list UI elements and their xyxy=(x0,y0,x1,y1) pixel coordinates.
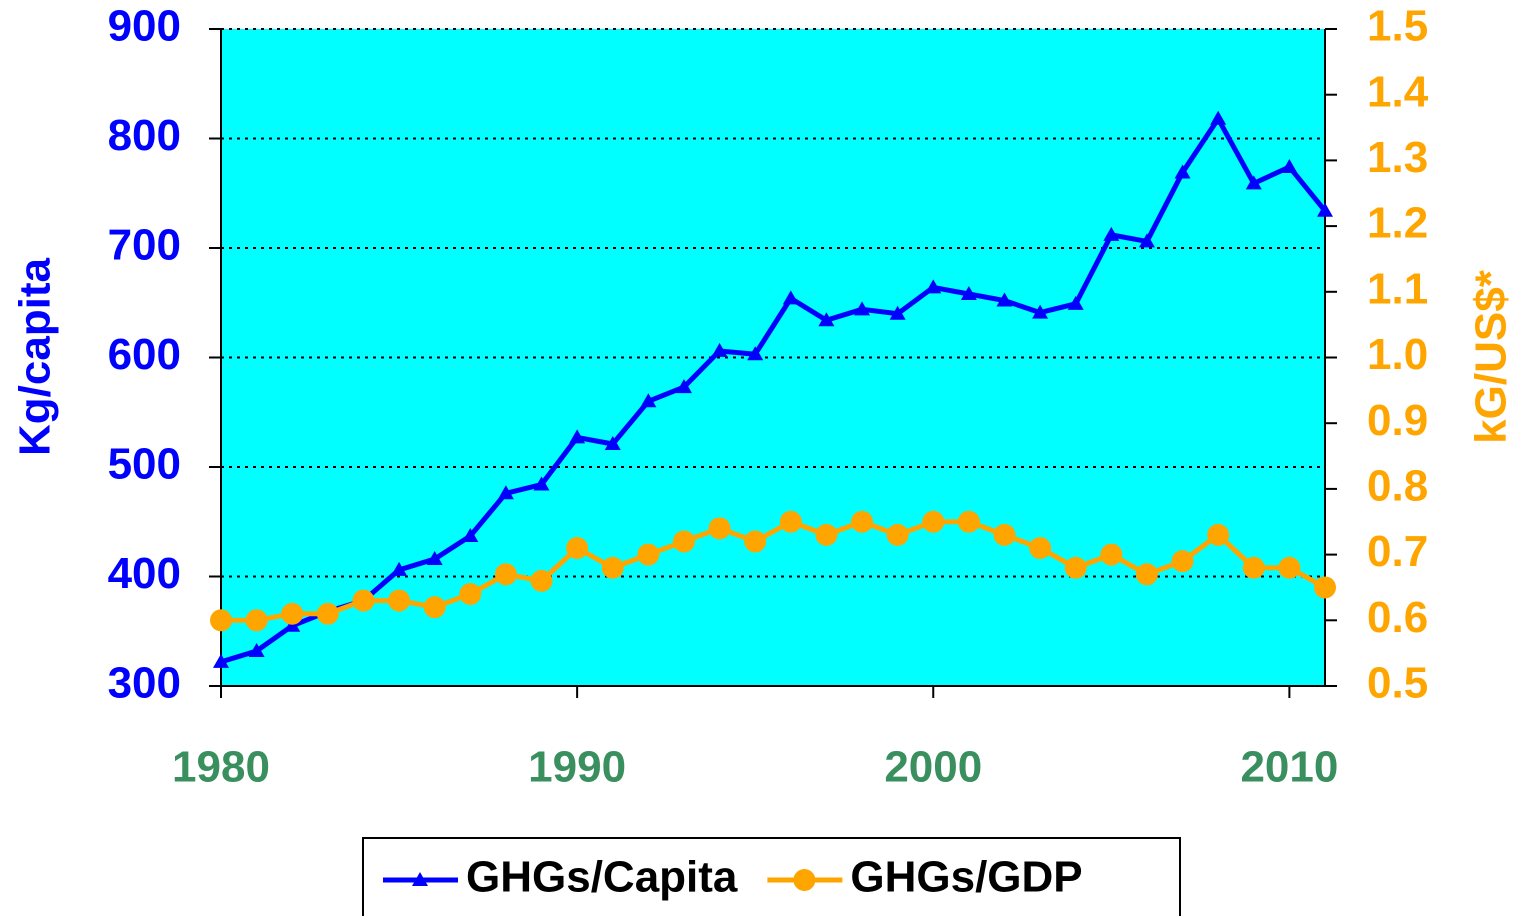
data-point xyxy=(886,523,909,546)
data-point xyxy=(459,583,482,606)
data-point xyxy=(213,653,229,668)
data-point xyxy=(889,305,906,320)
data-point xyxy=(1207,523,1230,546)
y2-tick-label: 1.3 xyxy=(1367,133,1428,182)
data-point xyxy=(1100,543,1123,566)
data-point xyxy=(957,510,980,533)
legend-label: GHGs/GDP xyxy=(850,853,1082,902)
data-point xyxy=(316,602,339,625)
data-point xyxy=(1174,164,1191,179)
y2-axis-label: kG/US$* xyxy=(1467,269,1516,444)
y2-tick-label: 0.6 xyxy=(1367,593,1428,642)
data-point xyxy=(851,510,874,533)
legend-marker xyxy=(793,869,816,891)
data-point xyxy=(1135,563,1158,586)
legend-box xyxy=(362,837,1181,916)
data-point xyxy=(854,301,871,316)
data-point xyxy=(960,285,977,300)
data-point xyxy=(352,589,375,612)
legend-label: GHGs/Capita xyxy=(466,853,738,902)
x-tick-label: 2010 xyxy=(1240,743,1338,792)
data-point xyxy=(1278,556,1301,579)
data-point xyxy=(601,556,624,579)
data-point xyxy=(815,523,838,546)
data-point xyxy=(744,530,767,553)
data-point xyxy=(1314,576,1336,599)
data-point xyxy=(530,569,553,592)
data-point xyxy=(423,596,446,619)
data-point xyxy=(1317,202,1333,217)
y-tick-label: 300 xyxy=(108,659,181,708)
y-tick-label: 600 xyxy=(108,330,181,379)
y2-tick-label: 0.8 xyxy=(1367,462,1428,511)
data-point xyxy=(388,589,411,612)
x-tick-label: 2000 xyxy=(884,743,982,792)
y-tick-label: 700 xyxy=(108,221,181,270)
data-point xyxy=(922,510,945,533)
legend: GHGs/Capita GHGs/GDP xyxy=(362,837,1181,916)
y-tick-label: 900 xyxy=(108,2,181,51)
y-tick-label: 800 xyxy=(108,111,181,160)
data-point xyxy=(1064,556,1087,579)
data-point xyxy=(1103,226,1120,241)
y2-tick-label: 0.9 xyxy=(1367,396,1428,445)
y-tick-label: 500 xyxy=(108,440,181,489)
legend-marker xyxy=(412,872,428,886)
series-line xyxy=(220,116,1327,665)
data-point xyxy=(533,476,550,491)
x-tick-label: 1990 xyxy=(528,743,626,792)
data-point xyxy=(497,485,514,500)
y2-tick-label: 1.0 xyxy=(1367,330,1428,379)
y-tick-label: 400 xyxy=(108,549,181,598)
data-point xyxy=(391,561,408,576)
data-point xyxy=(462,527,479,542)
data-point xyxy=(993,523,1016,546)
data-point xyxy=(747,346,764,361)
data-point xyxy=(281,602,304,625)
data-point xyxy=(569,429,586,444)
data-point xyxy=(1029,537,1052,560)
data-point xyxy=(1281,158,1298,173)
data-point xyxy=(245,609,268,632)
data-point xyxy=(426,550,443,565)
data-point xyxy=(779,510,802,533)
data-point xyxy=(672,530,695,553)
data-point xyxy=(604,436,621,451)
data-point xyxy=(1138,233,1155,248)
data-point xyxy=(708,517,731,540)
data-point xyxy=(1210,110,1227,125)
data-point xyxy=(637,543,660,566)
data-point xyxy=(284,617,301,632)
x-tick-label: 1980 xyxy=(172,743,270,792)
y2-tick-label: 1.1 xyxy=(1367,264,1428,313)
data-point xyxy=(248,642,265,657)
data-point xyxy=(1067,295,1084,310)
y2-tick-label: 1.5 xyxy=(1367,2,1428,51)
data-point xyxy=(996,292,1013,307)
data-point xyxy=(566,537,589,560)
y2-tick-label: 0.7 xyxy=(1367,527,1428,576)
y2-tick-label: 0.5 xyxy=(1367,659,1428,708)
data-point xyxy=(782,290,799,305)
data-point xyxy=(210,609,232,632)
y2-tick-label: 1.2 xyxy=(1367,199,1428,248)
data-point xyxy=(818,312,835,327)
y-axis-label: Kg/capita xyxy=(11,257,60,456)
data-point xyxy=(640,393,657,408)
data-point xyxy=(494,563,517,586)
data-point xyxy=(1171,550,1194,573)
data-point xyxy=(1032,304,1049,319)
y2-tick-label: 1.4 xyxy=(1367,67,1429,116)
data-point xyxy=(711,342,728,357)
data-point xyxy=(1245,175,1262,190)
data-point xyxy=(925,279,942,294)
data-point xyxy=(675,379,692,394)
data-point xyxy=(1242,556,1265,579)
